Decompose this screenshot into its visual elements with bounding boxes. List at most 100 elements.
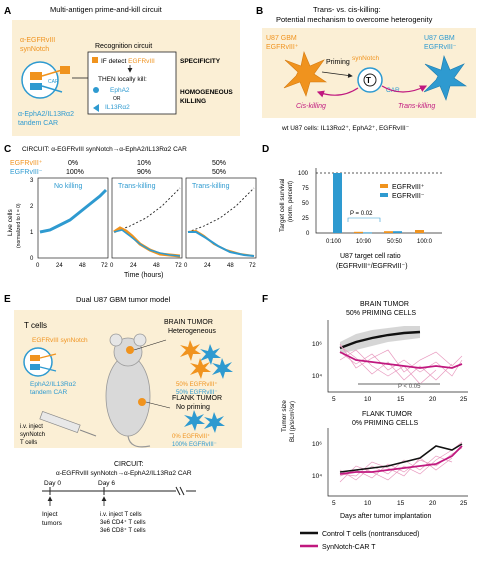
f-flank-title-2: 0% PRIMING CELLS <box>352 420 418 427</box>
d-ytick-25: 25 <box>302 216 309 222</box>
recognition-circuit-title: Recognition circuit <box>95 43 152 50</box>
e-brain-cells-icon <box>180 340 233 379</box>
d-ytick-50: 50 <box>302 201 309 207</box>
c-xtick-1-72: 72 <box>101 263 108 269</box>
panel-c-circuit: CIRCUIT: α-EGFRvIII synNotch→α-EphA2/IL1… <box>22 146 187 153</box>
e-brain-label-1: BRAIN TUMOR <box>164 319 213 326</box>
c-xtick-1-24: 24 <box>56 263 63 269</box>
d-bar-egfrviii-plus <box>354 231 363 233</box>
f-xtick-f-5: 5 <box>332 500 336 507</box>
c-plot-3-blue <box>188 231 255 257</box>
car-label-line2: tandem CAR <box>18 120 58 127</box>
d-ytick-100: 100 <box>298 171 309 177</box>
e-inject-t-3: 3e6 CD8⁺ T cells <box>100 527 146 534</box>
panel-a-title: Multi-antigen prime-and-kill circuit <box>50 5 163 14</box>
d-bar-egfrviii-minus <box>333 173 342 233</box>
d-ylabel-2: (norm. percent) <box>288 181 294 222</box>
e-inject-t-2: 3e6 CD4⁺ T cells <box>100 519 146 526</box>
d-xlabel-2: (EGFRvIII⁺/EGFRvIII⁻) <box>336 263 408 270</box>
f-flank-axes <box>327 428 468 497</box>
d-legend-plus-swatch <box>380 184 388 188</box>
panel-a-letter: A <box>4 6 11 17</box>
left-cell-label-2: EGFRvIII⁺ <box>266 44 299 51</box>
panel-f-letter: F <box>262 294 268 305</box>
ratio-3-plus: 50% <box>212 160 226 167</box>
priming-label: Priming <box>326 59 350 66</box>
e-day6: Day 6 <box>98 480 115 487</box>
f-brain-axes <box>327 320 468 393</box>
synnotch-b-label: synNotch <box>352 55 379 62</box>
f-xtick-f-15: 15 <box>397 500 405 507</box>
d-bar-egfrviii-minus <box>363 232 372 234</box>
panel-d-letter: D <box>262 144 269 155</box>
specificity-label: SPECIFICITY <box>180 58 221 65</box>
d-ytick-0: 0 <box>306 231 310 237</box>
f-xtick-f-25: 25 <box>460 500 468 507</box>
e-tcells-label: T cells <box>24 321 47 330</box>
left-cell-label-1: U87 GBM <box>266 35 297 42</box>
panel-e-title: Dual U87 GBM tumor model <box>76 295 171 304</box>
d-legend-minus: EGFRvIII⁻ <box>392 193 425 200</box>
e-tcell-circuit-icon <box>23 347 57 377</box>
c-panel-label-3: Trans-killing <box>192 183 230 190</box>
right-cell-label-2: EGFRvIII⁻ <box>424 44 457 51</box>
recognition-circuit-box <box>87 51 177 115</box>
e-inject-2: synNotch <box>20 432 45 438</box>
c-ytick-0: 0 <box>30 256 34 262</box>
c-xtick-2-24: 24 <box>130 263 137 269</box>
e-flank-pct-2: 100% EGFRvIII⁻ <box>172 442 217 448</box>
f-xtick-f-20: 20 <box>429 500 437 507</box>
d-legend-minus-swatch <box>380 193 388 197</box>
e-inject-1: i.v. inject <box>20 424 43 430</box>
d-bar-egfrviii-plus <box>415 230 424 233</box>
c-xtick-3-72: 72 <box>249 263 256 269</box>
f-brain-pvalue: P < 0.05 <box>398 384 421 390</box>
e-brain-pct-2: 50% EGFRvIII⁻ <box>176 390 218 396</box>
f-brain-control-line <box>339 330 421 350</box>
flank-tumor-dot <box>138 398 146 406</box>
e-flank-cells-icon <box>184 410 225 433</box>
row-label-plus: EGFRvIII⁺ <box>10 160 43 167</box>
c-xtick-3-0: 0 <box>184 263 188 269</box>
f-xtick-b-5: 5 <box>332 396 336 403</box>
c-ylabel-1: Live cells <box>7 209 14 236</box>
f-ytick-b-1e6: 10⁶ <box>312 341 322 348</box>
f-xtick-b-10: 10 <box>364 396 372 403</box>
c-xlabel: Time (hours) <box>124 272 163 279</box>
panel-b-title-1: Trans- vs. cis-killing: <box>313 5 381 14</box>
e-flank-label-1: FLANK TUMOR <box>172 395 222 402</box>
e-flank-label-2: No priming <box>176 404 210 411</box>
d-ylabel-1: Target cell survival <box>279 178 286 232</box>
f-legend-control: Control T cells (nontransduced) <box>322 531 419 538</box>
then-kill-text: THEN locally kill: <box>98 76 147 83</box>
c-ytick-2: 2 <box>30 204 34 210</box>
f-xtick-b-25: 25 <box>460 396 468 403</box>
ratio-1-minus: 100% <box>66 169 84 176</box>
e-inject-3: T cells <box>20 440 37 446</box>
f-xtick-b-20: 20 <box>429 396 437 403</box>
f-brain-control-band <box>340 326 420 354</box>
c-plot-2-frame <box>111 177 183 259</box>
ratio-2-plus: 10% <box>137 160 151 167</box>
if-detect-line: IF detect EGFRvIII <box>101 58 155 65</box>
d-bar-egfrviii-plus <box>384 231 393 233</box>
f-xtick-f-10: 10 <box>364 500 372 507</box>
f-brain-synnotch-line <box>339 351 463 369</box>
e-circuit-title: CIRCUIT: <box>114 461 144 468</box>
c-plot-3-frame <box>185 177 257 259</box>
if-detect-antigen: EGFRvIII <box>128 58 155 65</box>
e-brain-label-2: Heterogeneous <box>168 328 216 335</box>
d-cat-3: 50:50 <box>387 239 403 245</box>
c-xtick-2-72: 72 <box>175 263 182 269</box>
e-inject-tumors-1: Inject <box>42 511 58 518</box>
right-cell-label-1: U87 GBM <box>424 35 455 42</box>
c-xtick-1-48: 48 <box>79 263 86 269</box>
e-car-label-2: tandem CAR <box>30 389 68 396</box>
e-flank-pct-1: 0% EGFRvIII⁺ <box>172 433 210 440</box>
kill-antigen-or: OR <box>113 96 121 102</box>
egfrviii-positive-cell-icon <box>283 51 327 97</box>
il13-triangle <box>93 104 99 112</box>
c-panel-label-2: Trans-killing <box>118 183 156 190</box>
f-flank-control-line <box>339 443 463 473</box>
f-ytick-f-1e6: 10⁶ <box>312 441 322 448</box>
